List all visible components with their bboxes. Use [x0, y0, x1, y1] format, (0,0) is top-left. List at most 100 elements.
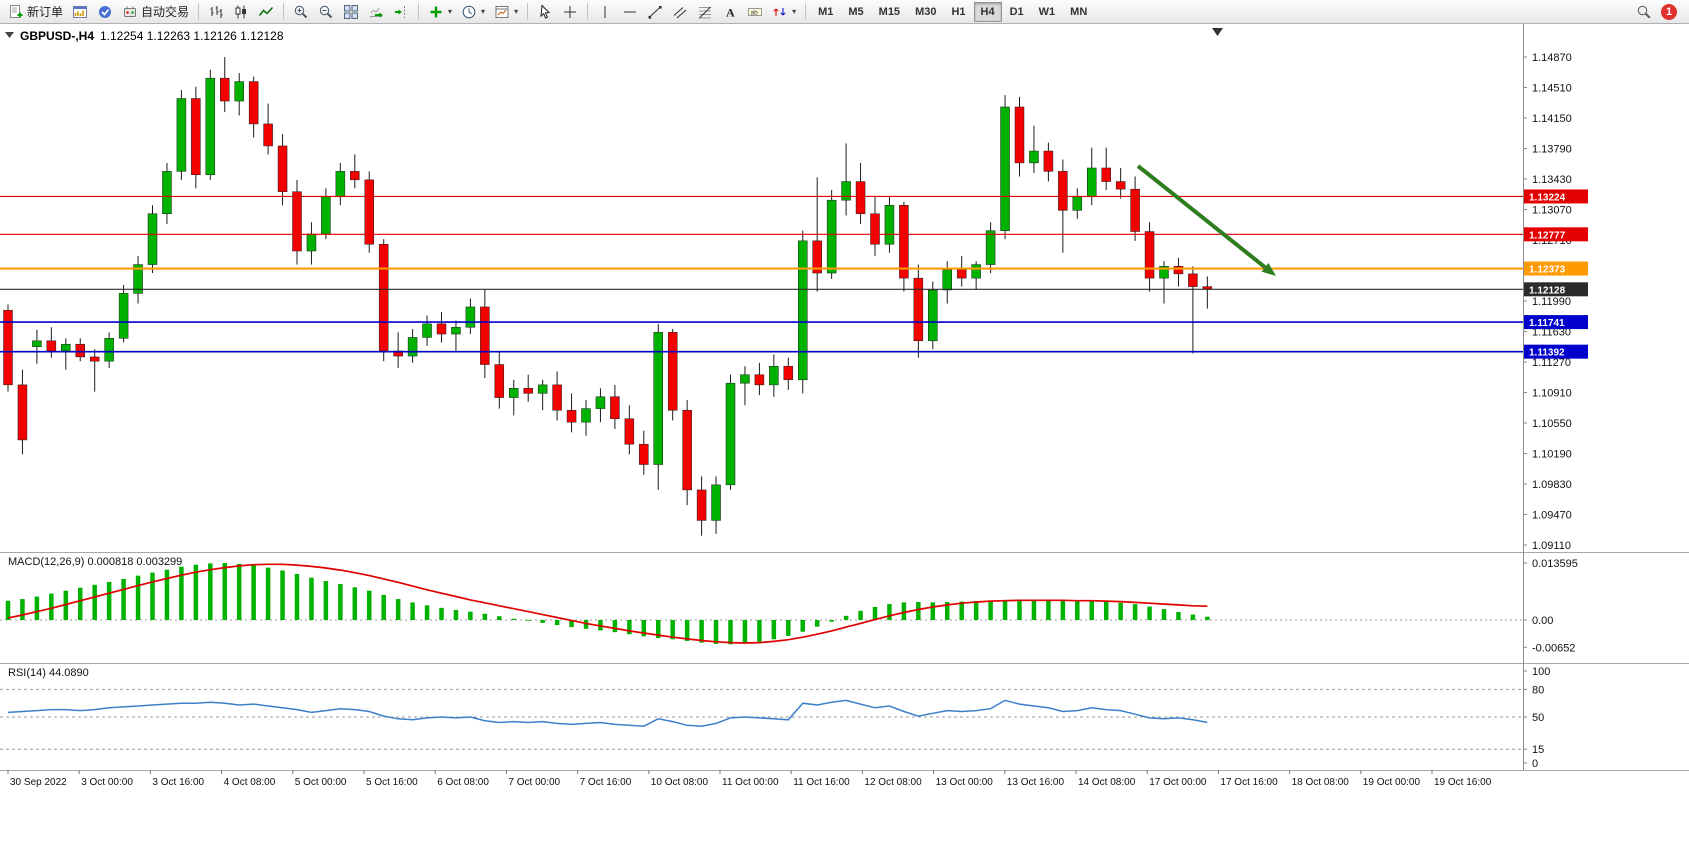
zoom-out-icon — [319, 5, 333, 18]
vertical-line-button[interactable] — [593, 2, 617, 22]
rsi-line — [7, 699, 1208, 727]
timeframe-m1-button[interactable]: M1 — [811, 2, 840, 22]
price-badge — [1524, 282, 1588, 297]
svg-text:0: 0 — [1532, 758, 1538, 770]
new-chart-icon — [73, 5, 88, 18]
svg-text:0.013595: 0.013595 — [1532, 558, 1578, 570]
svg-text:11 Oct 00:00: 11 Oct 00:00 — [722, 777, 779, 788]
price-chart[interactable]: 1.14870 1.14510 1.14150 1.13790 1.13430 1.130… — [0, 24, 1689, 861]
trendline-button[interactable] — [643, 2, 667, 22]
timeframe-w1-button[interactable]: W1 — [1032, 2, 1063, 22]
indicators-caret[interactable]: ▾ — [448, 7, 453, 16]
hline-1.13224[interactable]: 1.13224 — [0, 189, 1588, 204]
chart-window[interactable]: 1.14870 1.14510 1.14150 1.13790 1.13430 1.130… — [0, 24, 1689, 861]
hline-1.11741[interactable]: 1.11741 — [0, 315, 1588, 330]
svg-text:1.09470: 1.09470 — [1532, 510, 1572, 522]
horizontal-line-button[interactable] — [618, 2, 642, 22]
fibonacci-button[interactable] — [693, 2, 717, 22]
new-chart-button[interactable] — [68, 2, 92, 22]
toolbar-separator — [198, 3, 200, 20]
timeframe-h4-button[interactable]: H4 — [973, 1, 1002, 22]
arrows-button[interactable]: ▾ — [768, 2, 800, 22]
svg-text:1.10190: 1.10190 — [1532, 449, 1572, 461]
new-order-button[interactable]: 新订单 — [4, 2, 67, 22]
toolbar-separator — [418, 3, 420, 20]
indicators-button[interactable]: ▾ — [424, 2, 456, 22]
svg-text:5 Oct 00:00: 5 Oct 00:00 — [295, 777, 347, 788]
svg-text:1.11270: 1.11270 — [1532, 357, 1571, 369]
fibonacci-icon — [699, 6, 712, 18]
svg-text:50: 50 — [1532, 712, 1544, 724]
clock-icon — [462, 5, 476, 18]
line-chart-button[interactable] — [254, 2, 278, 22]
toolbar-separator — [283, 3, 285, 20]
price-badge — [1524, 261, 1588, 276]
search-button[interactable] — [1632, 2, 1656, 22]
arrows-icon — [773, 7, 786, 16]
macd-signal-line — [7, 563, 1208, 644]
chart-ohlc: 1.12254 1.12263 1.12126 1.12128 — [100, 29, 284, 43]
one-click-trading-toggle[interactable] — [5, 32, 14, 38]
text-icon: A — [726, 5, 735, 19]
candlestick-series — [3, 57, 1213, 536]
svg-text:5 Oct 16:00: 5 Oct 16:00 — [366, 777, 418, 788]
svg-text:1.10550: 1.10550 — [1532, 418, 1572, 430]
chart-shift-marker[interactable] — [1212, 28, 1223, 36]
cursor-button[interactable] — [533, 2, 557, 22]
templates-button[interactable]: ▾ — [490, 2, 522, 22]
periods-button[interactable]: ▾ — [457, 2, 489, 22]
timeframe-m15-button[interactable]: M15 — [872, 2, 907, 22]
svg-text:7 Oct 00:00: 7 Oct 00:00 — [508, 777, 560, 788]
channel-icon — [673, 6, 687, 18]
auto-scroll-button[interactable] — [364, 2, 388, 22]
text-button[interactable]: A — [718, 2, 742, 22]
timeframe-m30-button[interactable]: M30 — [908, 2, 943, 22]
svg-text:3 Oct 00:00: 3 Oct 00:00 — [81, 777, 133, 788]
periods-caret[interactable]: ▾ — [481, 7, 486, 16]
zoom-out-button[interactable] — [314, 2, 338, 22]
templates-caret[interactable]: ▾ — [514, 7, 519, 16]
channel-button[interactable] — [668, 2, 692, 22]
text-label-icon: ab — [748, 7, 763, 16]
price-badge — [1524, 189, 1588, 204]
search-icon — [1637, 5, 1651, 19]
timeframe-mn-button[interactable]: MN — [1063, 2, 1094, 22]
svg-text:10 Oct 08:00: 10 Oct 08:00 — [651, 777, 709, 788]
new-order-icon — [10, 4, 23, 18]
trendline-icon — [648, 5, 662, 19]
tile-windows-button[interactable] — [339, 2, 363, 22]
arrows-caret[interactable]: ▾ — [792, 7, 797, 16]
svg-text:7 Oct 16:00: 7 Oct 16:00 — [580, 777, 632, 788]
svg-text:-0.00652: -0.00652 — [1532, 642, 1575, 654]
svg-text:11 Oct 16:00: 11 Oct 16:00 — [793, 777, 850, 788]
timeframe-m5-button[interactable]: M5 — [841, 2, 870, 22]
hline-1.12128[interactable]: 1.12128 — [0, 282, 1588, 297]
timeframe-d1-button[interactable]: D1 — [1003, 2, 1031, 22]
market-button[interactable] — [93, 2, 117, 22]
notification-badge[interactable]: 1 — [1661, 3, 1677, 20]
time-axis: 30 Sep 2022 3 Oct 00:00 3 Oct 16:00 4 Oct 0… — [7, 770, 1492, 788]
svg-text:1.14510: 1.14510 — [1532, 83, 1572, 95]
svg-text:1.13430: 1.13430 — [1532, 174, 1572, 186]
bar-chart-button[interactable] — [204, 2, 228, 22]
auto-trading-button[interactable]: 自动交易 — [118, 2, 193, 22]
zoom-in-button[interactable] — [289, 2, 313, 22]
svg-text:1.11630: 1.11630 — [1532, 327, 1571, 339]
svg-text:13 Oct 00:00: 13 Oct 00:00 — [936, 777, 994, 788]
svg-text:1.11392: 1.11392 — [1529, 348, 1565, 359]
trend-arrow[interactable] — [1136, 164, 1276, 276]
line-chart-icon — [258, 6, 274, 16]
svg-text:1.12777: 1.12777 — [1529, 230, 1566, 241]
timeframe-h1-button[interactable]: H1 — [944, 2, 972, 22]
chart-shift-button[interactable] — [389, 2, 413, 22]
svg-text:3 Oct 16:00: 3 Oct 16:00 — [152, 777, 204, 788]
toolbar-separator — [527, 3, 529, 20]
crosshair-button[interactable] — [558, 2, 582, 22]
text-label-button[interactable]: ab — [743, 2, 767, 22]
hline-1.12777[interactable]: 1.12777 — [0, 227, 1588, 242]
macd-histogram — [5, 563, 1210, 645]
hline-1.11392[interactable]: 1.11392 — [0, 344, 1588, 359]
candlestick-button[interactable] — [229, 2, 253, 22]
auto-scroll-icon — [370, 7, 384, 17]
chart-symbol-period: GBPUSD-,H4 — [20, 29, 94, 43]
